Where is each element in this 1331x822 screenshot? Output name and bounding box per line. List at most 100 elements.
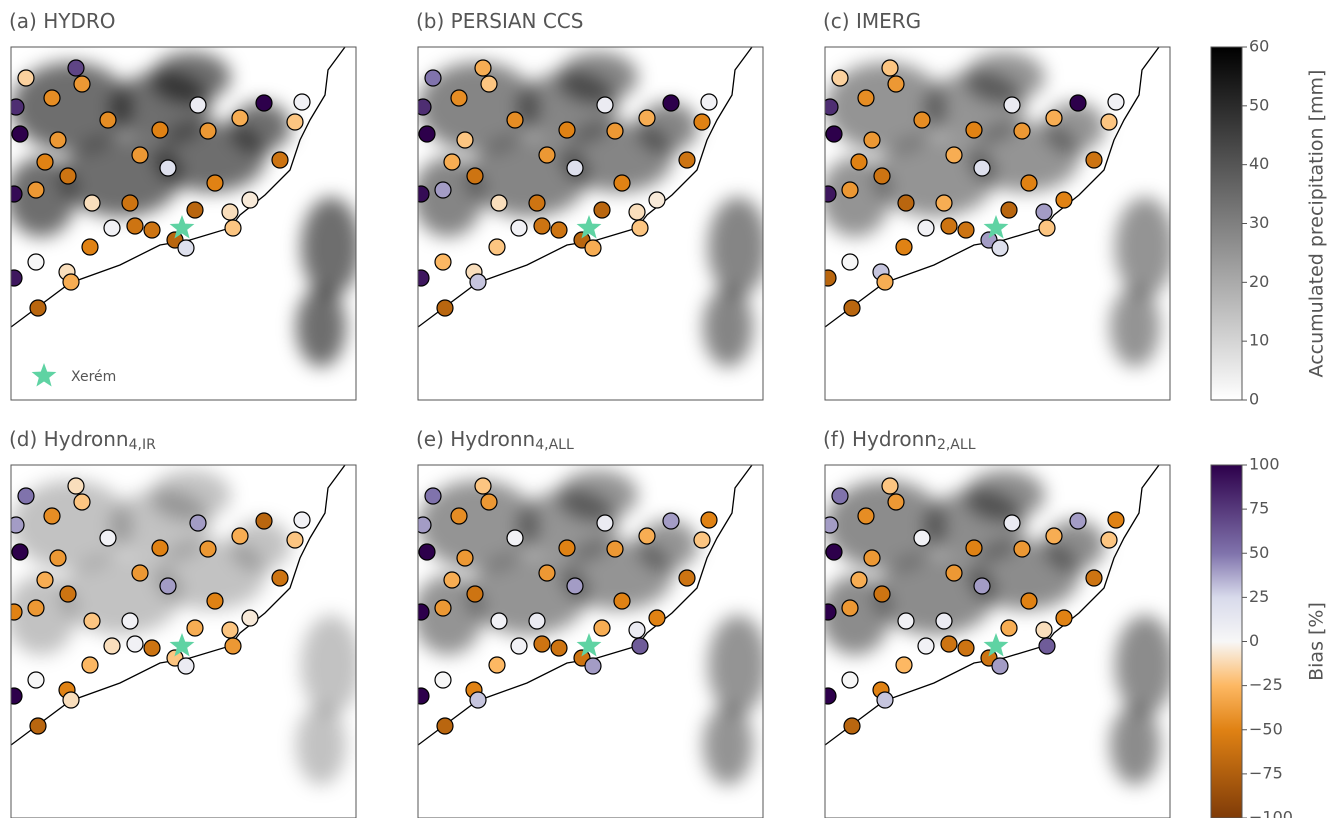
station	[100, 112, 116, 128]
station	[272, 570, 288, 586]
colorbar	[1211, 47, 1242, 400]
colorbar-tick-label: 60	[1249, 37, 1269, 56]
station	[8, 517, 24, 533]
station	[851, 572, 867, 588]
station	[851, 154, 867, 170]
station	[1108, 94, 1124, 110]
station	[594, 620, 610, 636]
station	[100, 530, 116, 546]
station	[820, 688, 836, 704]
precip-blob	[151, 52, 231, 102]
station	[435, 600, 451, 616]
station	[413, 186, 429, 202]
station	[435, 182, 451, 198]
colorbar-tick-label: 25	[1249, 587, 1269, 606]
station	[694, 114, 710, 130]
station	[639, 528, 655, 544]
station	[1056, 192, 1072, 208]
colorbar-tick-label: 0	[1249, 390, 1259, 409]
station	[507, 112, 523, 128]
station	[1046, 528, 1062, 544]
station	[832, 70, 848, 86]
station	[882, 478, 898, 494]
station	[132, 147, 148, 163]
station	[475, 478, 491, 494]
station	[467, 586, 483, 602]
station	[649, 192, 665, 208]
panel-title: (a) HYDRO	[9, 9, 116, 33]
precip-blob	[708, 615, 768, 715]
panel-title: (b) PERSIAN CCS	[416, 9, 583, 33]
station	[28, 182, 44, 198]
map	[413, 47, 768, 400]
station	[178, 240, 194, 256]
station	[84, 195, 100, 211]
station	[222, 622, 238, 638]
station	[6, 270, 22, 286]
colorbar-tick-label: 75	[1249, 499, 1269, 518]
precip-blob	[296, 287, 346, 367]
station	[435, 672, 451, 688]
station	[104, 220, 120, 236]
title-text: (c) IMERG	[823, 9, 921, 33]
station	[958, 222, 974, 238]
station	[187, 620, 203, 636]
station	[28, 672, 44, 688]
station	[874, 586, 890, 602]
station	[992, 240, 1008, 256]
station	[820, 270, 836, 286]
station	[152, 540, 168, 556]
station	[629, 204, 645, 220]
station	[826, 126, 842, 142]
station	[287, 114, 303, 130]
station	[232, 110, 248, 126]
precip-blob	[1110, 705, 1160, 785]
station	[6, 688, 22, 704]
panel-title: (f) Hydronn2,ALL	[823, 427, 976, 454]
station	[936, 613, 952, 629]
station	[457, 550, 473, 566]
station	[425, 70, 441, 86]
station	[888, 494, 904, 510]
station	[529, 195, 545, 211]
title-subscript: 2,ALL	[937, 437, 976, 453]
station	[30, 718, 46, 734]
station	[160, 160, 176, 176]
station	[946, 565, 962, 581]
station	[144, 640, 160, 656]
title-text: (e) Hydronn	[416, 427, 535, 451]
station	[413, 688, 429, 704]
station	[491, 613, 507, 629]
station	[413, 604, 429, 620]
station	[597, 515, 613, 531]
station	[1036, 204, 1052, 220]
station	[132, 565, 148, 581]
station	[489, 239, 505, 255]
station	[966, 122, 982, 138]
station	[898, 195, 914, 211]
station	[232, 528, 248, 544]
station	[178, 658, 194, 674]
station	[918, 638, 934, 654]
station	[63, 274, 79, 290]
station	[614, 175, 630, 191]
station	[225, 220, 241, 236]
station	[1039, 220, 1055, 236]
station	[84, 613, 100, 629]
station	[475, 60, 491, 76]
station	[256, 513, 272, 529]
station	[607, 541, 623, 557]
station	[822, 517, 838, 533]
station	[820, 604, 836, 620]
station	[534, 218, 550, 234]
precip-blob	[301, 615, 361, 715]
station	[1021, 175, 1037, 191]
station	[974, 578, 990, 594]
station	[632, 220, 648, 236]
station	[82, 657, 98, 673]
station	[12, 126, 28, 142]
station	[82, 239, 98, 255]
station	[242, 192, 258, 208]
station	[28, 600, 44, 616]
station	[1101, 532, 1117, 548]
